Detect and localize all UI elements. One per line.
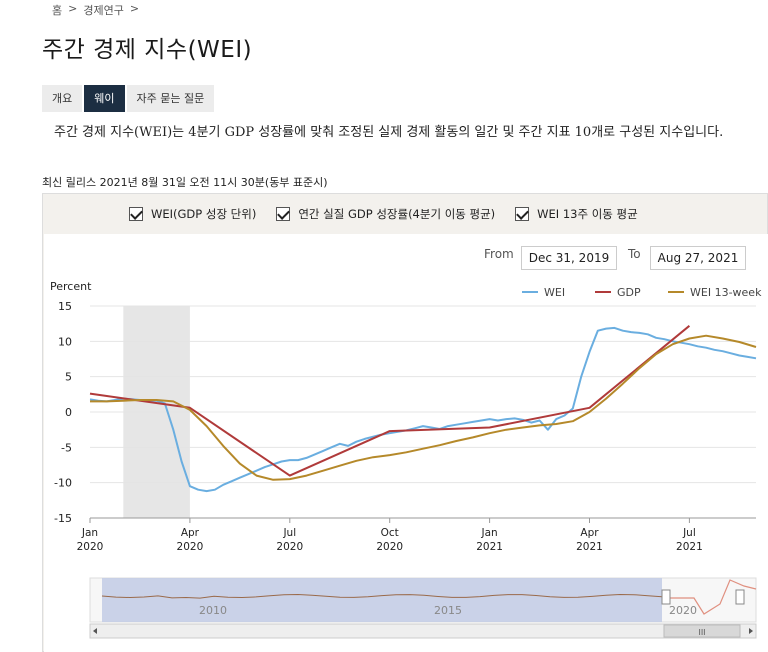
tab-wei[interactable]: 웨이 [84,85,125,112]
series-checkboxes: WEI(GDP 성장 단위) 연간 실질 GDP 성장률(4분기 이동 평균) … [129,206,638,222]
navigator-recent-line [664,579,757,615]
range-from-label: From [484,247,514,261]
legend-label: WEI 13-week [690,286,762,299]
y-axis-label: Percent [50,280,92,293]
scroll-right-icon [749,628,753,634]
navigator-handle-right [735,589,745,605]
range-from-input[interactable]: Dec 31, 2019 [521,246,617,270]
navigator-year-label: 2020 [669,604,697,617]
breadcrumb-home-link[interactable]: 홈 [52,4,63,17]
navigator-year-label: 2010 [199,604,227,617]
navigator-year-label: 2015 [434,604,462,617]
navigator-scrollbar [89,623,757,639]
series-line-wei-13-week [90,334,757,481]
tab-faq[interactable]: 자주 묻는 질문 [126,85,215,112]
x-tick-label: 2021 [676,541,703,553]
tab-overview[interactable]: 개요 [42,85,83,112]
x-tick-label: 2020 [376,541,403,553]
page-title: 주간 경제 지수(WEI) [42,37,253,63]
y-tick-label: 10 [58,335,72,348]
x-tick-label: Jan [81,527,98,539]
x-tick-label: Jul [682,527,696,539]
checkbox-gdp-label: 연간 실질 GDP 성장률(4분기 이동 평균) [298,207,496,221]
x-tick-label: Jul [282,527,296,539]
chart-legend: WEI GDP WEI 13-week [522,286,762,299]
series-line-gdp [89,325,691,477]
legend-label: GDP [617,286,641,299]
checkbox-wei-13week[interactable]: WEI 13주 이동 평균 [515,206,638,222]
checkbox-wei-13week-label: WEI 13주 이동 평균 [537,207,638,221]
x-tick-label: Jan [481,527,498,539]
x-tick-label: Apr [181,527,200,539]
checkbox-wei[interactable]: WEI(GDP 성장 단위) [129,206,256,222]
line-chart: 15 10 5 0 -5 -10 -15 Percent Jan 2020 Apr 2020 Jul 20… [50,280,762,639]
range-navigator[interactable]: 2010 2015 2020 III [89,577,757,639]
y-tick-label: -5 [61,441,72,454]
navigator-handle-left [661,589,671,605]
y-tick-label: 5 [65,371,72,384]
checkbox-gdp[interactable]: 연간 실질 GDP 성장률(4분기 이동 평균) [276,206,495,222]
legend-label: WEI [544,286,565,299]
intro-text: 주간 경제 지수(WEI)는 4분기 GDP 성장률에 맞춰 조정된 실제 경제… [54,125,724,140]
checkbox-wei-label: WEI(GDP 성장 단위) [151,207,257,221]
chart-panel: WEI(GDP 성장 단위) 연간 실질 GDP 성장률(4분기 이동 평균) … [42,193,768,652]
navigator-line [101,593,663,599]
release-text: 최신 릴리스 2021년 8월 31일 오전 11시 30분(동부 표준시) [42,176,328,189]
range-to-input[interactable]: Aug 27, 2021 [650,246,746,270]
x-tick-label: 2021 [576,541,603,553]
scroll-left-icon [93,628,97,634]
breadcrumb-research-link[interactable]: 경제연구 [83,4,124,17]
x-tick-label: Apr [580,527,599,539]
breadcrumb-separator: > [129,2,140,15]
breadcrumb-separator: > [68,2,78,15]
checkbox-checked-icon[interactable] [276,207,291,221]
y-tick-label: 15 [58,300,72,313]
navigator-selection [102,578,662,622]
checkbox-checked-icon[interactable] [129,207,143,221]
checkbox-checked-icon[interactable] [515,207,530,221]
x-tick-label: 2020 [276,541,303,553]
scrollbar-grip-icon: III [698,628,705,637]
x-tick-label: Oct [381,527,399,539]
chart-area: From Dec 31, 2019 To Aug 27, 2021 15 10 5 0… [44,234,768,652]
series-line-wei [89,326,757,493]
x-tick-label: 2021 [476,541,503,553]
y-tick-label: -15 [54,512,72,525]
y-tick-label: -10 [54,477,72,490]
y-tick-label: 0 [65,406,72,419]
navigator-scrollbar-thumb [663,624,741,638]
tab-bar: 개요 웨이 자주 묻는 질문 [42,85,215,112]
x-tick-label: 2020 [177,541,204,553]
x-tick-label: 2020 [77,541,104,553]
range-to-label: To [628,247,641,261]
breadcrumb: 홈 > 경제연구 > [52,2,139,18]
